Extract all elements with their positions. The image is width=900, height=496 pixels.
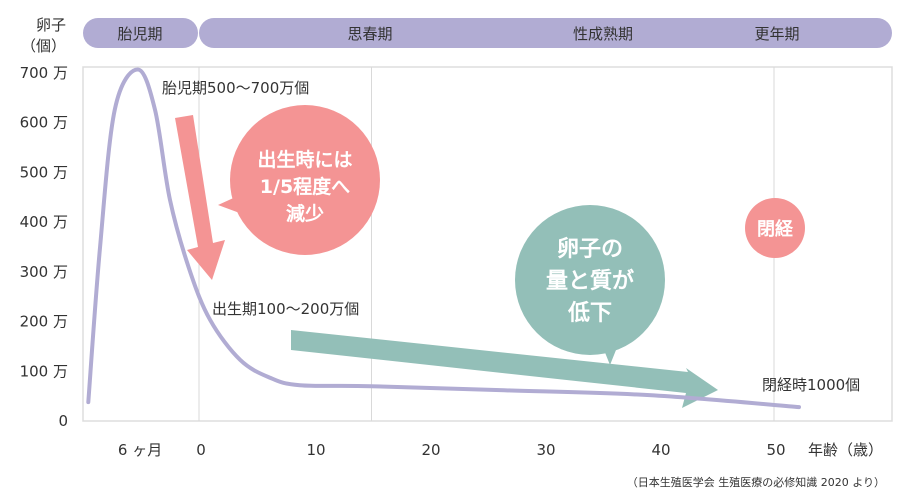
y-tick-label: 400 万: [20, 213, 68, 231]
birth-bubble: [230, 105, 380, 255]
menopause-bubble: [745, 198, 805, 258]
quality-bubble-tail: [600, 340, 620, 365]
y-axis-label: 卵子（個）: [20, 16, 66, 55]
x-tick-label: 40: [651, 441, 670, 459]
y-tick-label: 200 万: [20, 313, 68, 331]
menopause-annotation: 閉経時1000個: [762, 376, 860, 394]
quality-bubble: [515, 205, 665, 355]
birth-bubble-line: 1/5程度へ: [260, 175, 350, 198]
y-tick-label: 700 万: [20, 64, 68, 82]
x-tick-label: 10: [306, 441, 325, 459]
x-tick-label: 30: [536, 441, 555, 459]
birth-bubble-text: 出生時には 1/5程度へ減少: [257, 148, 352, 225]
y-tick-label: 0: [58, 412, 68, 430]
decline-arrow: [291, 330, 718, 408]
quality-bubble-line: 卵子の: [557, 237, 623, 262]
y-tick-label: 600 万: [20, 114, 68, 132]
phase-label: 更年期: [754, 25, 799, 43]
source-note: （日本生殖医学会 生殖医療の必修知識 2020 より）: [627, 475, 885, 489]
x-tick-label: 20: [421, 441, 440, 459]
phase-label: 思春期: [347, 25, 392, 43]
phase-bar: 胎児期 思春期 性成熟期 更年期: [83, 18, 892, 48]
egg-count-curve: [86, 67, 801, 410]
x-tick-label: 0: [196, 441, 206, 459]
x-tick-label: 6 ヶ月: [118, 441, 162, 459]
y-tick-label: 500 万: [20, 163, 68, 181]
phase-label: 性成熟期: [573, 25, 633, 43]
phase-fetal: [83, 18, 198, 48]
decrease-arrow: [175, 115, 225, 280]
birth-bubble-tail: [218, 195, 245, 215]
birth-bubble-line: 減少: [286, 202, 324, 225]
plot-frame: [82, 66, 893, 422]
quality-bubble-line: 量と質が: [546, 268, 634, 294]
y-tick-label: 300 万: [20, 263, 68, 281]
fetal-annotation: 胎児期500〜700万個: [162, 79, 309, 97]
phase-label: 胎児期: [117, 25, 162, 43]
quality-bubble-text: 卵子の量と質が低下: [546, 237, 634, 326]
quality-bubble-line: 低下: [567, 301, 612, 326]
birth-annotation: 出生期100〜200万個: [212, 300, 359, 318]
x-axis-label: 年齢（歳）: [808, 441, 883, 459]
x-tick-label: 50: [766, 441, 785, 459]
menopause-bubble-text: 閉経: [757, 218, 794, 240]
y-tick-label: 100 万: [20, 362, 68, 380]
birth-bubble-line: 出生時には: [257, 148, 352, 171]
phase-postnatal: [199, 18, 892, 48]
